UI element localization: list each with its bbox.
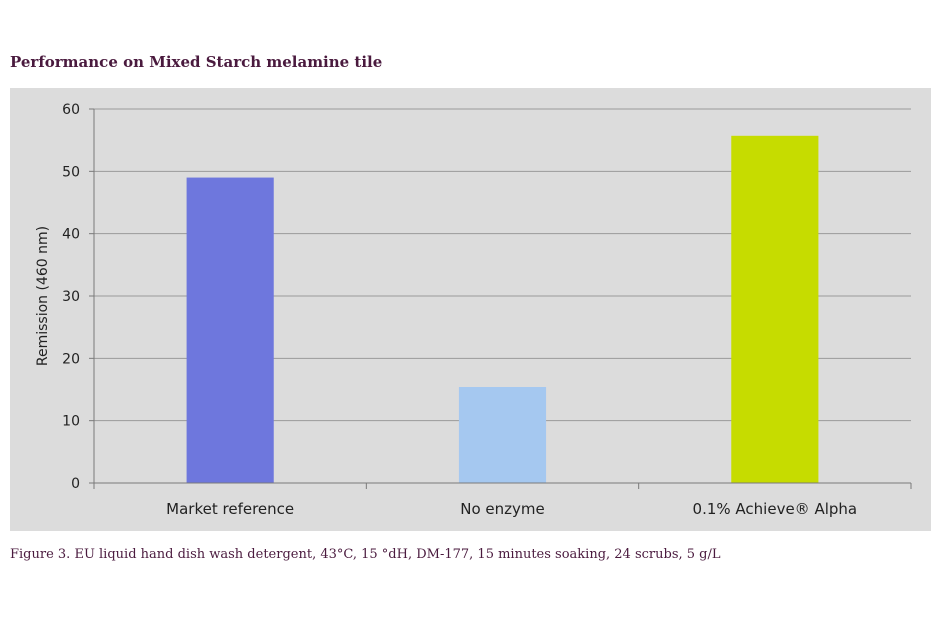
chart-area: 0 10 20 30 40 50 60 Market reference No enzyme 0…	[10, 88, 931, 531]
x-tick-label: Market reference	[166, 500, 294, 518]
bar-3	[731, 135, 819, 483]
axes	[93, 109, 912, 489]
chart-title: Performance on Mixed Starch melamine til…	[10, 53, 383, 71]
x-tick-label: 0.1% Achieve® Alpha	[693, 500, 858, 518]
y-tick-label: 30	[62, 289, 80, 305]
figure-caption: Figure 3. EU liquid hand dish wash deter…	[10, 547, 721, 562]
bar-2	[458, 387, 547, 483]
x-tick-labels: Market reference No enzyme 0.1% Achieve® A…	[166, 500, 857, 518]
y-tick-labels: 0 10 20 30 40 50 60	[62, 102, 80, 492]
bar-chart: 0 10 20 30 40 50 60 Market reference No enzyme 0…	[10, 88, 931, 531]
y-axis-title: Remission (460 nm)	[35, 226, 51, 366]
y-tick-label: 50	[62, 164, 80, 180]
y-tick-label: 10	[62, 414, 80, 430]
y-tick-label: 60	[62, 102, 80, 118]
bars	[186, 135, 819, 484]
y-tick-label: 20	[62, 351, 80, 367]
y-tick-label: 0	[71, 476, 80, 492]
x-tick-label: No enzyme	[460, 500, 545, 518]
y-tick-label: 40	[62, 227, 80, 243]
bar-1	[186, 177, 274, 484]
